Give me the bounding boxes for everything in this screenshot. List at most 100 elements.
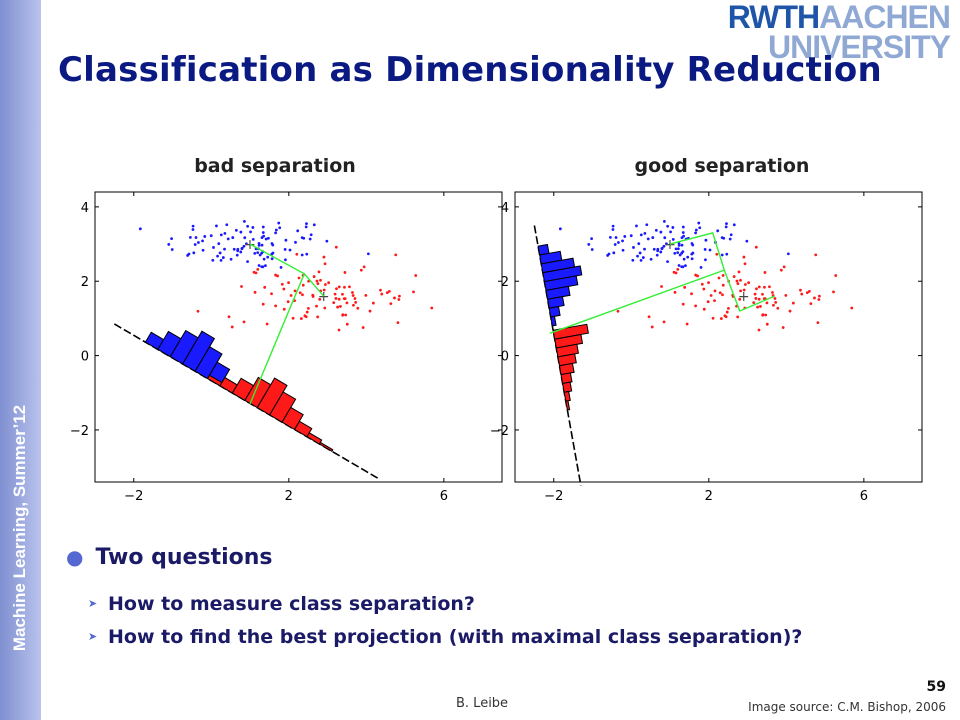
data-point bbox=[201, 248, 205, 252]
data-point bbox=[262, 234, 266, 238]
data-point bbox=[196, 309, 200, 313]
bullet-two-questions: ● Two questions bbox=[66, 545, 273, 570]
data-point bbox=[296, 229, 300, 233]
data-point bbox=[671, 237, 675, 241]
data-point bbox=[221, 256, 225, 259]
data-point bbox=[219, 258, 223, 262]
histogram-bar bbox=[563, 390, 571, 402]
data-point bbox=[684, 264, 687, 268]
data-point bbox=[315, 279, 319, 283]
data-point bbox=[788, 309, 792, 313]
data-point bbox=[632, 246, 635, 249]
data-point bbox=[747, 281, 751, 285]
data-point bbox=[716, 229, 720, 233]
data-point bbox=[187, 252, 191, 256]
data-point bbox=[834, 274, 838, 277]
data-point bbox=[282, 287, 286, 291]
data-point bbox=[666, 224, 670, 228]
data-point bbox=[289, 294, 293, 297]
data-point bbox=[211, 258, 215, 262]
slide-title: Classification as Dimensionality Reducti… bbox=[58, 50, 882, 90]
data-point bbox=[761, 292, 764, 296]
data-point bbox=[251, 226, 255, 229]
data-point bbox=[398, 294, 401, 298]
data-point bbox=[673, 251, 677, 255]
data-point bbox=[342, 297, 346, 301]
histogram-bar bbox=[306, 432, 323, 445]
data-point bbox=[850, 306, 854, 310]
data-point bbox=[662, 220, 666, 223]
data-point bbox=[203, 235, 207, 238]
plot-frame bbox=[94, 191, 503, 483]
y-tick-label: 2 bbox=[81, 275, 89, 290]
data-point bbox=[558, 227, 562, 231]
data-point bbox=[240, 246, 244, 250]
data-point bbox=[170, 248, 174, 251]
data-point bbox=[721, 283, 725, 287]
data-point bbox=[295, 252, 299, 256]
data-point bbox=[304, 225, 308, 229]
image-source: Image source: C.M. Bishop, 2006 bbox=[748, 700, 946, 714]
data-point bbox=[257, 243, 261, 247]
histogram-bar bbox=[558, 362, 575, 376]
data-point bbox=[739, 289, 743, 293]
data-point bbox=[685, 322, 689, 326]
data-point bbox=[227, 315, 231, 319]
data-point bbox=[680, 265, 684, 269]
histogram-bar bbox=[545, 285, 571, 300]
panel-title-good: good separation bbox=[634, 155, 810, 177]
data-point bbox=[385, 291, 389, 295]
data-point bbox=[612, 251, 616, 255]
data-point bbox=[786, 252, 790, 256]
data-point bbox=[351, 294, 355, 297]
data-point bbox=[318, 297, 322, 301]
data-point bbox=[170, 237, 173, 241]
data-point bbox=[257, 264, 261, 267]
data-point bbox=[816, 321, 820, 324]
logo-rwth: RWTH bbox=[727, 0, 820, 35]
data-point bbox=[742, 255, 746, 259]
sub-bullet-text: How to find the best projection (with ma… bbox=[108, 626, 803, 648]
data-point bbox=[239, 230, 243, 234]
data-point bbox=[244, 242, 248, 246]
data-point bbox=[724, 315, 728, 319]
data-point bbox=[305, 252, 309, 256]
data-point bbox=[312, 223, 316, 227]
data-point bbox=[341, 313, 345, 317]
data-point bbox=[307, 306, 310, 310]
data-point bbox=[327, 281, 331, 285]
data-point bbox=[283, 248, 287, 251]
histogram-bar bbox=[547, 296, 565, 309]
data-point bbox=[776, 306, 780, 310]
data-point bbox=[253, 290, 257, 294]
sub-bullet-text: How to measure class separation? bbox=[108, 593, 475, 615]
data-point bbox=[260, 243, 264, 247]
data-point bbox=[715, 252, 719, 256]
data-point bbox=[397, 298, 401, 301]
data-point bbox=[717, 276, 721, 280]
bullet-text: Two questions bbox=[95, 545, 273, 570]
data-point bbox=[631, 258, 635, 262]
data-point bbox=[274, 304, 278, 308]
data-point bbox=[260, 251, 264, 255]
data-point bbox=[649, 257, 653, 261]
data-point bbox=[765, 322, 769, 326]
data-point bbox=[261, 231, 265, 234]
data-point bbox=[334, 245, 338, 249]
data-point bbox=[652, 247, 656, 251]
data-point bbox=[264, 264, 267, 268]
data-point bbox=[636, 254, 639, 258]
data-point bbox=[231, 236, 235, 239]
data-point bbox=[694, 228, 698, 232]
data-point bbox=[361, 326, 365, 329]
sub-bullet-projection: ➤ How to find the best projection (with m… bbox=[88, 626, 803, 648]
data-point bbox=[264, 237, 268, 241]
data-point bbox=[635, 224, 638, 228]
data-point bbox=[311, 293, 315, 297]
data-point bbox=[317, 270, 321, 274]
class-mean-connector bbox=[549, 232, 775, 334]
data-point bbox=[366, 252, 370, 256]
y-tick-label: 0 bbox=[81, 350, 89, 365]
data-point bbox=[779, 268, 783, 272]
data-point bbox=[651, 236, 655, 239]
